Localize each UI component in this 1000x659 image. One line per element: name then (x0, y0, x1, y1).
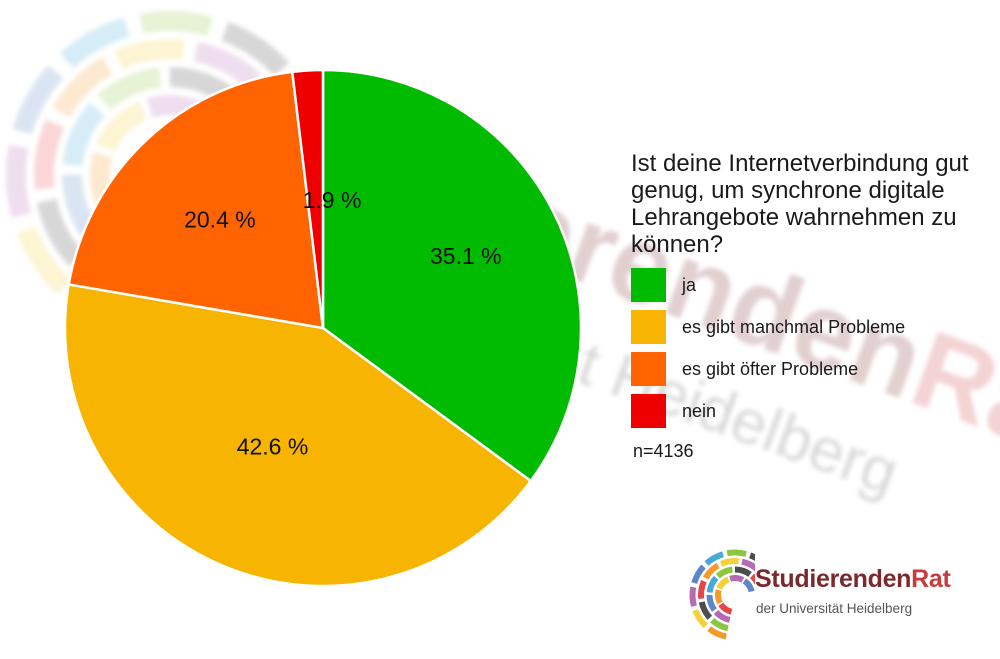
logo-arc-segment (749, 552, 755, 562)
pie-slice-nein (291, 68, 325, 330)
legend-label: nein (682, 400, 717, 421)
logo-arc-segment (692, 609, 708, 629)
logo-arc-segment (715, 566, 733, 579)
watermark-arc-segment (96, 101, 147, 152)
pie-chart (63, 68, 583, 588)
logo-arc-segment (706, 594, 717, 612)
logo-arc-segment (706, 575, 719, 593)
logo-arc-segment (729, 575, 745, 583)
legend-label: es gibt manchmal Probleme (682, 316, 906, 337)
logo-arc-segment (702, 562, 720, 580)
watermark-arc-segment (59, 17, 130, 69)
logo-name-part1: Studierenden (755, 565, 912, 593)
legend-swatch (631, 268, 666, 302)
watermark-arc-segment (221, 21, 290, 77)
logo-arc-segment (719, 558, 739, 567)
watermark-arc-segment (52, 57, 113, 118)
chart-title: Ist deine Internetverbindung gut genug, … (631, 150, 969, 258)
sample-size-annotation: n=4136 (633, 441, 694, 461)
logo-arc-segment (710, 617, 729, 632)
watermark-arc-segment (12, 64, 64, 135)
logo-name-part2: Rat (911, 565, 951, 593)
watermark-arc-segment (139, 10, 213, 36)
legend-label: ja (682, 274, 697, 295)
pie-slice-ja (321, 68, 583, 483)
logo-arc-segment (689, 586, 697, 607)
logo-arc-segment (742, 578, 755, 593)
logo-arc-segment (716, 576, 730, 590)
watermark-arc-segment (16, 226, 72, 295)
pie-value-label: 42.6 % (237, 434, 309, 460)
logo-arc-segment (698, 579, 707, 599)
legend-item: nein (631, 394, 716, 428)
legend-swatch (631, 310, 666, 344)
logo-arcs-icon (689, 549, 755, 640)
legend-swatch (631, 352, 666, 386)
watermark-arc-segment (97, 67, 162, 110)
watermark-arc-segment (193, 41, 262, 89)
logo-name: StudierendenRat (755, 565, 951, 594)
logo-arc-segment (718, 602, 733, 615)
logo-arc-segment (704, 551, 724, 566)
logo-arc-segment (715, 589, 723, 605)
legend-item: ja (631, 268, 696, 302)
logo-arc-segment (691, 564, 706, 584)
pie-value-label: 20.4 % (184, 207, 256, 233)
legend-item: es gibt öfter Probleme (631, 352, 858, 386)
watermark-arc-segment (36, 198, 84, 267)
watermark-arc-segment (114, 39, 185, 70)
watermark-arc-segment (5, 144, 31, 218)
logo-arc-segment (707, 626, 727, 640)
pie-slice-es-gibt-öfter-probleme (67, 70, 325, 330)
logo-arc-segment (750, 573, 755, 585)
watermark-arc-segment (62, 102, 105, 167)
logo-arc-segment (741, 558, 755, 572)
legend-swatch (631, 394, 666, 428)
pie-value-labels: 35.1 % 42.6 % 20.4 % 1.9 % (184, 187, 502, 460)
logo-arc-segment (734, 566, 752, 577)
logo-arc-segment (726, 549, 747, 557)
legend-item: es gibt manchmal Probleme (631, 310, 905, 344)
logo-arc-segment (698, 601, 713, 620)
studierendenrat-logo: StudierendenRat der Universität Heidelbe… (685, 547, 985, 643)
pie-slice-es-gibt-manchmal-probleme (63, 283, 533, 588)
legend-label: es gibt öfter Probleme (682, 358, 859, 379)
logo-subtitle: der Universität Heidelberg (756, 601, 913, 616)
logo-arc-segment (713, 610, 731, 623)
pie-value-label: 1.9 % (303, 187, 362, 213)
watermark-arc-segment (34, 119, 65, 190)
pie-value-label: 35.1 % (430, 243, 502, 269)
